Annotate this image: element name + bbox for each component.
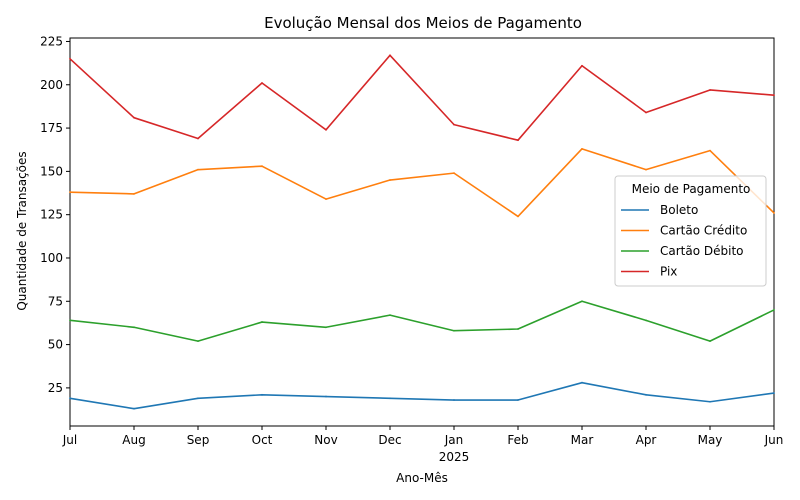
data-point <box>453 329 455 332</box>
x-tick-label: Apr <box>636 433 657 447</box>
chart-title: Evolução Mensal dos Meios de Pagamento <box>264 14 582 32</box>
data-point <box>709 400 711 403</box>
data-point <box>261 82 263 84</box>
data-point <box>261 165 263 168</box>
data-point <box>69 319 71 322</box>
data-point <box>581 147 583 150</box>
series-line <box>69 148 775 218</box>
data-point <box>197 397 199 400</box>
data-point <box>133 407 135 410</box>
legend: Meio de Pagamento Boleto Cartão Crédito Ca… <box>614 175 767 287</box>
data-point <box>709 340 711 343</box>
x-tick-label: Aug <box>122 433 145 447</box>
data-point <box>581 300 583 303</box>
x-year-label: 2025 <box>439 450 470 464</box>
y-axis: 25 50 75 100 125 150 175 200 225 <box>40 34 70 395</box>
x-axis-label: Ano-Mês <box>396 471 448 485</box>
data-point <box>133 192 135 195</box>
legend-items: Boleto Cartão Crédito Cartão Débito Pix <box>621 203 747 279</box>
data-point <box>517 139 519 142</box>
y-tick-label: 125 <box>40 208 63 222</box>
data-point <box>133 116 135 119</box>
series-3 <box>69 54 775 142</box>
data-point <box>325 128 327 131</box>
data-point <box>389 179 391 181</box>
data-point <box>453 399 455 401</box>
plot-area <box>69 37 775 427</box>
series-1 <box>69 147 775 218</box>
data-point <box>69 397 71 400</box>
series-line <box>69 54 775 141</box>
legend-title: Meio de Pagamento <box>632 182 751 196</box>
data-point <box>261 393 263 396</box>
data-point <box>581 381 583 384</box>
data-point <box>389 314 391 317</box>
data-point <box>773 94 775 97</box>
data-point <box>325 326 327 329</box>
series-layer <box>69 54 775 410</box>
x-tick-label: Jul <box>62 433 77 447</box>
data-point <box>773 309 775 311</box>
y-tick-label: 75 <box>48 294 63 308</box>
data-point <box>709 149 711 152</box>
data-point <box>325 198 327 200</box>
y-tick-label: 225 <box>40 34 63 48</box>
legend-label: Cartão Crédito <box>660 224 747 238</box>
data-point <box>325 395 327 398</box>
legend-label: Cartão Débito <box>660 244 744 258</box>
data-point <box>69 191 71 194</box>
x-tick-label: Dec <box>378 433 401 447</box>
series-0 <box>69 381 775 410</box>
series-2 <box>69 300 775 343</box>
x-axis: Jul Aug Sep Oct Nov Dec Jan Feb Mar Apr May Jun 2025 <box>62 426 784 464</box>
data-point <box>197 168 199 171</box>
data-point <box>453 123 455 126</box>
x-tick-label: Feb <box>507 433 528 447</box>
y-tick-label: 175 <box>40 121 63 135</box>
x-tick-label: Sep <box>187 433 210 447</box>
data-point <box>645 111 647 114</box>
x-tick-label: Oct <box>252 433 273 447</box>
y-tick-label: 100 <box>40 251 63 265</box>
x-tick-label: Nov <box>314 433 337 447</box>
data-point <box>389 397 391 400</box>
data-point <box>517 399 519 401</box>
data-point <box>389 54 391 57</box>
plot-frame <box>69 37 775 427</box>
legend-label: Pix <box>660 265 677 279</box>
data-point <box>709 89 711 91</box>
data-point <box>773 212 775 214</box>
series-line <box>69 300 775 342</box>
data-point <box>773 392 775 394</box>
y-tick-label: 50 <box>48 338 63 352</box>
legend-frame <box>614 175 767 287</box>
x-tick-label: Jan <box>444 433 464 447</box>
data-point <box>197 137 199 140</box>
x-tick-label: Jun <box>764 433 784 447</box>
y-tick-label: 25 <box>48 381 63 395</box>
data-point <box>645 319 647 322</box>
data-point <box>133 326 135 329</box>
series-line <box>69 381 775 410</box>
x-tick-label: May <box>698 433 723 447</box>
x-tick-label: Mar <box>571 433 594 447</box>
data-point <box>581 64 583 67</box>
data-point <box>261 321 263 323</box>
legend-label: Boleto <box>660 203 698 217</box>
data-point <box>645 168 647 171</box>
data-point <box>69 57 71 60</box>
data-point <box>517 328 519 330</box>
y-tick-label: 200 <box>40 78 63 92</box>
data-point <box>517 215 519 218</box>
y-axis-label: Quantidade de Transações <box>15 151 29 310</box>
y-tick-label: 150 <box>40 164 63 178</box>
data-point <box>197 340 199 343</box>
data-point <box>645 393 647 396</box>
data-point <box>453 172 455 175</box>
